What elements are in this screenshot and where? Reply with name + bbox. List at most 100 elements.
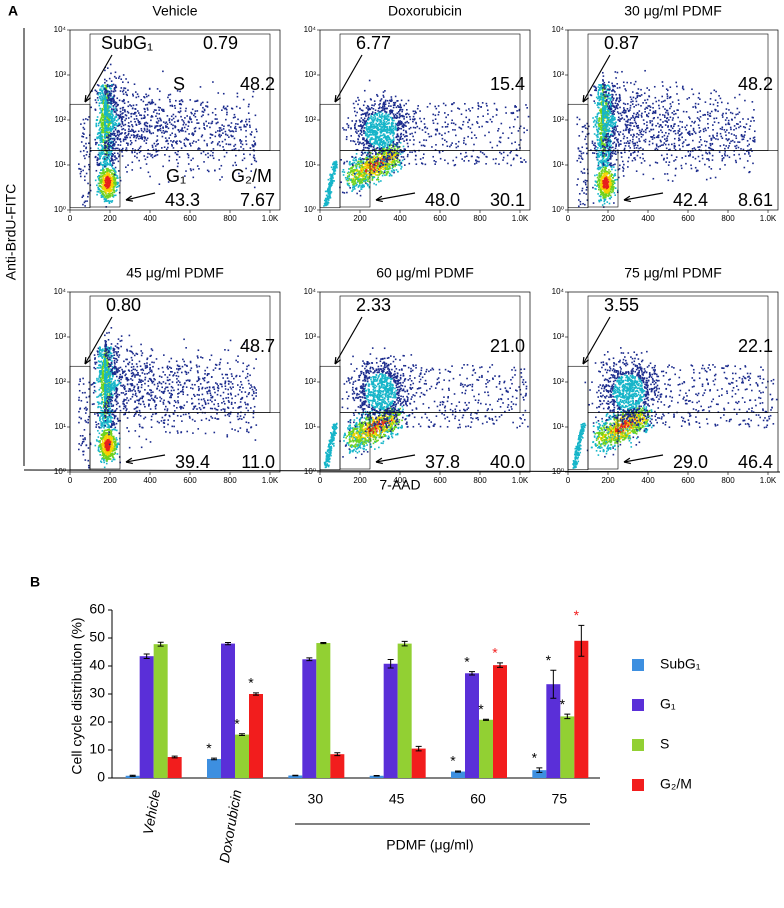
dot [169,100,171,103]
dot [113,87,116,89]
dot [365,164,368,167]
dot [519,125,522,128]
dot [446,145,449,147]
dot [361,170,364,172]
dot [378,111,380,114]
dot [145,163,148,165]
dot [152,132,155,134]
dot [387,168,390,170]
dot [79,175,82,178]
dot [103,183,105,186]
dot [467,121,469,124]
dot [366,180,369,182]
dot [369,122,372,124]
dot [108,92,111,95]
dot [111,122,113,124]
dot [111,176,113,179]
dot [361,109,364,112]
dot [462,120,465,123]
dot [234,143,237,146]
dot [374,141,376,143]
dot [335,164,337,166]
dot [115,171,117,173]
dot [103,173,106,175]
dot [385,139,388,141]
dot [608,197,611,200]
dot [381,142,384,145]
dot [412,143,415,146]
dot [378,139,380,142]
dot [480,106,483,108]
dot [399,136,402,139]
y-tick-label: 10⁰ [54,205,66,214]
dot [87,182,89,185]
dot [376,128,379,130]
dot [513,157,515,160]
dot [230,134,232,137]
dot [167,96,169,99]
dot [400,123,402,126]
dot [101,172,104,175]
dot [102,100,105,102]
dot [138,112,140,114]
dot [496,109,498,111]
dot [389,163,392,166]
dot [181,119,183,121]
dot [354,110,356,113]
dot [97,153,100,156]
dot [168,137,170,139]
dot [126,171,128,173]
dot [156,122,159,124]
dot [526,129,528,132]
dot [326,195,329,197]
dot [110,154,113,157]
dot [172,147,175,149]
dot [254,143,257,146]
dot [329,193,331,196]
dot [112,170,115,172]
dot [112,83,115,86]
dot [125,93,128,96]
dot [376,167,379,169]
dot [106,67,109,69]
dot [171,143,173,146]
dot [140,127,143,130]
dot [389,133,392,135]
dot [366,177,369,179]
dot [365,159,368,161]
dot [367,151,369,154]
dot [106,103,109,106]
dot [365,123,368,125]
dot [392,134,394,137]
dot [376,158,378,160]
dot [157,106,160,109]
dot [109,115,111,118]
dot [391,155,393,158]
dot [217,130,219,132]
dot [219,130,221,133]
dot [106,144,109,147]
dot [385,155,387,157]
dot [133,151,136,153]
dot [109,190,112,192]
dot [115,182,118,184]
dot [372,156,374,158]
dot [153,127,156,129]
dot [360,168,362,171]
dot [106,136,109,139]
dot [353,183,355,186]
dot [470,131,473,134]
dot [121,118,124,120]
dot [506,162,509,165]
dot [403,124,405,126]
scatter-dots [576,69,756,208]
dot [351,186,354,189]
dot [380,109,383,112]
dot [361,181,364,184]
dot [101,110,104,112]
dot [372,168,375,171]
dot [341,170,344,173]
dot [100,111,103,113]
dot [112,177,114,179]
dot [383,163,385,166]
